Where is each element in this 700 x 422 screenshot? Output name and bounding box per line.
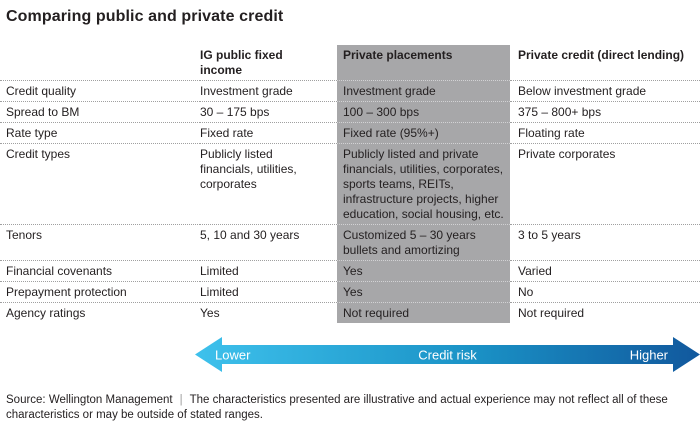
arrow-label-lower: Lower xyxy=(215,347,251,362)
cell-agency-pc: Not required xyxy=(518,306,585,320)
page-title: Comparing public and private credit xyxy=(6,8,284,25)
cell-credit-quality-ig: Investment grade xyxy=(200,81,337,102)
row-label-agency-ratings: Agency ratings xyxy=(6,306,86,320)
double-arrow-icon xyxy=(195,337,700,372)
header-private-placements: Private placements xyxy=(337,45,510,81)
credit-risk-axis: Lower Credit risk Higher xyxy=(195,337,700,372)
row-label-prepayment-protection: Prepayment protection xyxy=(0,282,200,303)
cell-spread-ig: 30 – 175 bps xyxy=(200,102,337,123)
row-label-tenors: Tenors xyxy=(0,225,200,261)
cell-prepayment-pp: Yes xyxy=(337,282,510,303)
row-label-rate-type: Rate type xyxy=(0,123,200,144)
cell-prepayment-pc: No xyxy=(510,282,700,303)
cell-credit-types-pp: Publicly listed and private financials, … xyxy=(337,144,510,225)
cell-covenants-pp: Yes xyxy=(337,261,510,282)
cell-tenors-pp: Customized 5 – 30 years bullets and amor… xyxy=(337,225,510,261)
cell-covenants-pc: Varied xyxy=(510,261,700,282)
cell-rate-type-pc: Floating rate xyxy=(510,123,700,144)
comparison-table: IG public fixed income Private placement… xyxy=(0,45,700,323)
footer-separator: | xyxy=(179,394,183,406)
cell-spread-pp: 100 – 300 bps xyxy=(337,102,510,123)
cell-tenors-ig: 5, 10 and 30 years xyxy=(200,225,337,261)
row-label-financial-covenants: Financial covenants xyxy=(0,261,200,282)
arrow-label-higher: Higher xyxy=(629,347,668,362)
cell-agency-ig: Yes xyxy=(200,306,220,320)
header-ig-public-fixed-income: IG public fixed income xyxy=(200,45,337,81)
row-label-credit-types: Credit types xyxy=(0,144,200,225)
cell-prepayment-ig: Limited xyxy=(200,282,337,303)
row-label-credit-quality: Credit quality xyxy=(0,81,200,102)
cell-credit-types-pc: Private corporates xyxy=(510,144,700,225)
cell-credit-types-ig: Publicly listed financials, utilities, c… xyxy=(200,144,337,225)
cell-spread-pc: 375 – 800+ bps xyxy=(510,102,700,123)
cell-credit-quality-pp: Investment grade xyxy=(337,81,510,102)
header-empty xyxy=(0,45,200,81)
source-text: Source: Wellington Management xyxy=(6,394,173,406)
row-label-spread-to-bm: Spread to BM xyxy=(0,102,200,123)
cell-agency-pp: Not required xyxy=(337,303,510,323)
arrow-label-credit-risk: Credit risk xyxy=(418,347,477,362)
source-note: Source: Wellington Management | The charac… xyxy=(0,393,700,422)
cell-rate-type-ig: Fixed rate xyxy=(200,123,337,144)
cell-rate-type-pp: Fixed rate (95%+) xyxy=(337,123,510,144)
cell-credit-quality-pc: Below investment grade xyxy=(510,81,700,102)
cell-covenants-ig: Limited xyxy=(200,261,337,282)
cell-tenors-pc: 3 to 5 years xyxy=(510,225,700,261)
header-private-credit: Private credit (direct lending) xyxy=(510,45,700,81)
